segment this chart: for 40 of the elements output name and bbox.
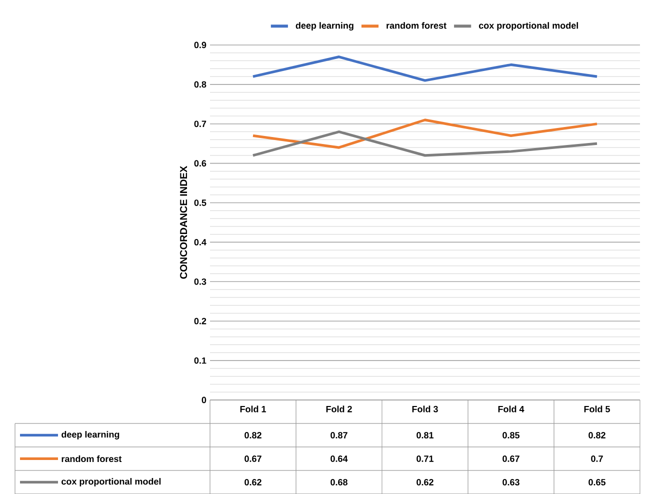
y-tick-label: 0.6 [194, 160, 206, 166]
data-label: 0.7 [591, 455, 603, 462]
text: random forest [62, 455, 122, 462]
data-label: 0.64 [330, 455, 348, 462]
y-tick-label: 0.5 [194, 199, 206, 206]
data-label: 0.62 [416, 478, 434, 486]
text: cox proportional model [62, 478, 161, 486]
data-label: 0.67 [502, 455, 520, 462]
y-axis-title: CONCORDANCE INDEX [180, 166, 188, 279]
y-tick-label: 0.9 [194, 42, 206, 48]
x-tick-label: Fold 1 [240, 406, 266, 412]
y-tick-label: 0.4 [194, 238, 206, 246]
x-tick-label: Fold 5 [584, 406, 610, 412]
data-label: 0.62 [244, 478, 262, 486]
legend-label: cox proportional model [478, 22, 578, 30]
data-label: 0.67 [244, 455, 262, 462]
y-tick-label: 0.7 [194, 120, 206, 127]
data-label: 0.63 [502, 478, 520, 486]
line-series [252, 130, 598, 157]
data-label: 0.65 [588, 478, 606, 486]
x-tick-label: Fold 3 [412, 406, 438, 412]
data-label: 0.71 [416, 455, 434, 462]
data-label: 0.82 [244, 432, 262, 438]
data-label: 0.82 [588, 432, 606, 438]
data-label: 0.68 [330, 478, 348, 486]
legend-label: random forest [386, 22, 446, 29]
legend-label: deep learning [296, 22, 354, 30]
x-tick-label: Fold 4 [498, 406, 524, 412]
y-tick-label: 0 [202, 396, 206, 404]
y-tick-label: 0.8 [194, 81, 206, 88]
y-tick-label: 0.2 [194, 318, 206, 324]
data-label: 0.87 [330, 432, 348, 438]
data-label: 0.85 [502, 432, 520, 438]
line-series [252, 55, 598, 82]
y-tick-label: 0.3 [194, 278, 206, 285]
x-tick-label: Fold 2 [326, 406, 352, 412]
data-label: 0.81 [416, 432, 434, 438]
line-series [252, 118, 598, 149]
y-tick-label: 0.1 [194, 357, 206, 364]
text: deep learning [62, 430, 120, 440]
